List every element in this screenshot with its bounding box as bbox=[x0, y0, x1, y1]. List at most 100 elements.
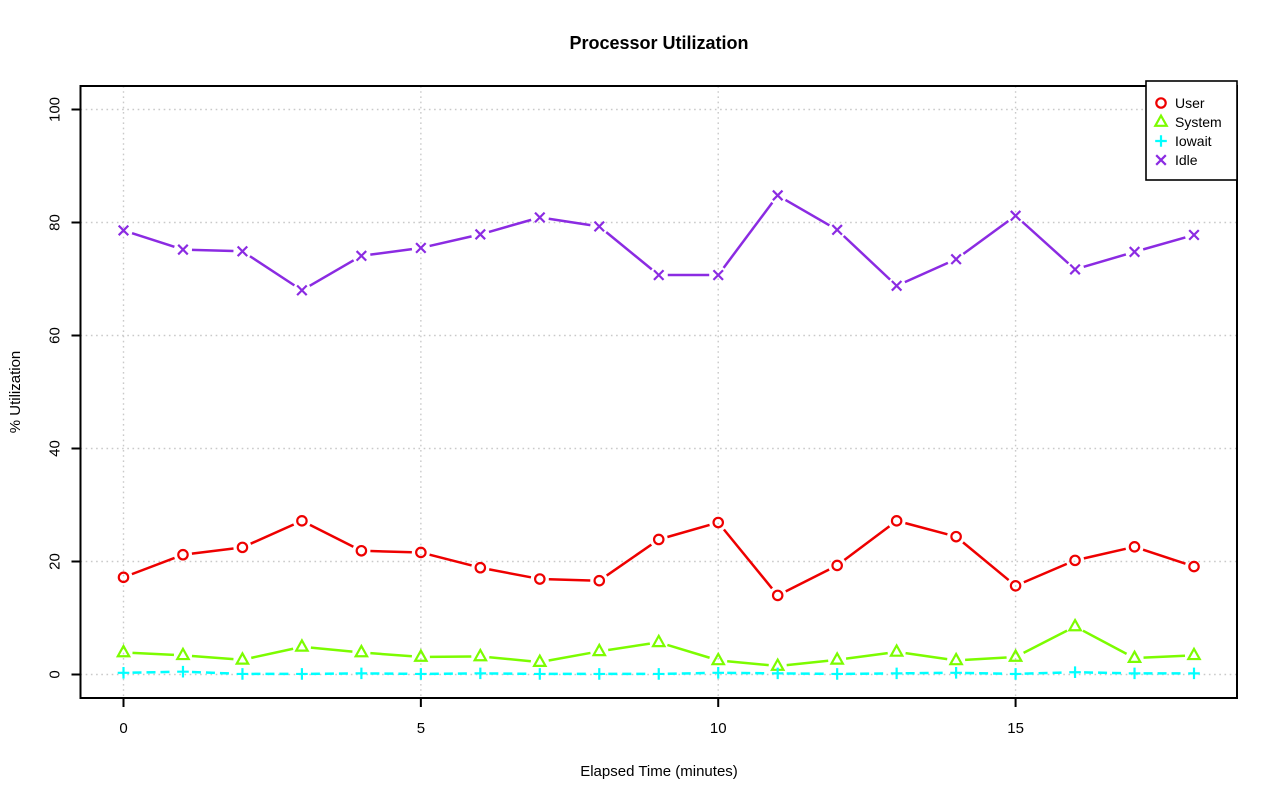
series-segment bbox=[1022, 222, 1068, 264]
series-segment bbox=[250, 256, 294, 285]
series-segment bbox=[132, 653, 173, 655]
data-point-marker bbox=[534, 668, 546, 680]
series-segment bbox=[310, 525, 353, 547]
series-segment bbox=[724, 529, 772, 588]
series-segment bbox=[192, 250, 233, 251]
series-segment bbox=[846, 653, 888, 659]
data-point-marker bbox=[1188, 668, 1200, 680]
series-segment bbox=[132, 558, 175, 574]
series-segment bbox=[370, 653, 412, 656]
data-point-marker bbox=[297, 286, 307, 296]
series-segment bbox=[132, 672, 173, 673]
data-point-marker bbox=[178, 550, 187, 559]
series-user bbox=[119, 516, 1199, 600]
data-point-marker bbox=[475, 668, 487, 680]
data-point-marker bbox=[773, 591, 782, 600]
series-segment bbox=[727, 661, 769, 665]
series-segment bbox=[607, 545, 652, 576]
series-segment bbox=[787, 661, 829, 665]
series-segment bbox=[786, 570, 829, 592]
data-point-marker bbox=[831, 668, 843, 680]
series-segment bbox=[192, 548, 234, 553]
data-point-marker bbox=[1069, 666, 1081, 678]
data-point-marker bbox=[1070, 265, 1080, 275]
data-point-marker bbox=[475, 650, 486, 660]
series-segment bbox=[1083, 631, 1127, 654]
series-segment bbox=[608, 644, 650, 650]
series-segment bbox=[370, 551, 411, 552]
series-segment bbox=[1084, 549, 1126, 559]
series-segment bbox=[667, 525, 709, 537]
series-segment bbox=[489, 220, 531, 232]
data-point-marker bbox=[891, 668, 903, 680]
plot-border bbox=[81, 86, 1238, 698]
data-point-marker bbox=[357, 546, 366, 555]
data-point-marker bbox=[356, 646, 367, 656]
data-point-marker bbox=[892, 281, 902, 291]
data-point-marker bbox=[712, 667, 724, 679]
data-point-marker bbox=[832, 561, 841, 570]
series-segment bbox=[1025, 672, 1066, 673]
data-point-marker bbox=[831, 653, 842, 663]
data-point-marker bbox=[1188, 649, 1199, 659]
series-segment bbox=[1143, 237, 1185, 249]
data-point-marker bbox=[237, 668, 249, 680]
data-point-marker bbox=[178, 245, 188, 255]
series-segment bbox=[844, 526, 889, 560]
data-point-marker bbox=[535, 213, 545, 223]
data-point-marker bbox=[653, 636, 664, 646]
data-point-marker bbox=[534, 656, 545, 666]
x-tick-label: 5 bbox=[417, 720, 425, 737]
y-tick-label: 80 bbox=[47, 214, 64, 231]
data-point-marker bbox=[654, 535, 663, 544]
grid-lines bbox=[81, 86, 1238, 698]
data-point-marker bbox=[1130, 542, 1139, 551]
data-point-marker bbox=[950, 654, 961, 664]
series-segment bbox=[1084, 672, 1125, 673]
legend-label-idle: Idle bbox=[1175, 152, 1198, 168]
legend-label-user: User bbox=[1175, 95, 1205, 111]
series-segment bbox=[311, 648, 353, 652]
data-point-marker bbox=[1129, 668, 1141, 680]
series-segment bbox=[844, 236, 890, 280]
series-segment bbox=[489, 569, 531, 577]
data-point-marker bbox=[177, 666, 189, 678]
data-point-marker bbox=[951, 254, 961, 264]
data-point-marker bbox=[177, 649, 188, 659]
series-segment bbox=[724, 203, 773, 268]
series-segment bbox=[963, 221, 1008, 254]
data-point-marker bbox=[594, 222, 604, 232]
series-segment bbox=[905, 263, 948, 282]
x-tick-label: 15 bbox=[1007, 720, 1024, 737]
data-point-marker bbox=[476, 230, 486, 240]
data-point-marker bbox=[654, 270, 664, 280]
series-segment bbox=[965, 673, 1006, 674]
data-point-marker bbox=[1189, 562, 1198, 571]
series-segment bbox=[905, 523, 947, 534]
series-segment bbox=[1144, 656, 1185, 658]
series-segment bbox=[667, 645, 709, 658]
data-point-marker bbox=[891, 645, 902, 655]
data-point-marker bbox=[297, 516, 306, 525]
series-segment bbox=[906, 653, 948, 659]
series-segment bbox=[1143, 550, 1185, 564]
data-point-marker bbox=[476, 563, 485, 572]
y-tick-label: 60 bbox=[47, 327, 64, 344]
data-series bbox=[118, 191, 1200, 680]
data-point-marker bbox=[1129, 652, 1140, 662]
y-axis-label: % Utilization bbox=[7, 351, 24, 434]
y-tick-label: 20 bbox=[47, 553, 64, 570]
series-segment bbox=[310, 260, 354, 285]
series-segment bbox=[430, 555, 472, 566]
series-segment bbox=[549, 579, 590, 580]
data-point-marker bbox=[535, 574, 544, 583]
data-point-marker bbox=[238, 543, 247, 552]
data-point-marker bbox=[1010, 668, 1022, 680]
series-segment bbox=[251, 649, 293, 658]
x-axis-label: Elapsed Time (minutes) bbox=[580, 763, 738, 780]
data-point-marker bbox=[832, 225, 842, 235]
series-segment bbox=[1024, 631, 1067, 653]
series-segment bbox=[132, 233, 174, 247]
series-segment bbox=[549, 653, 591, 661]
